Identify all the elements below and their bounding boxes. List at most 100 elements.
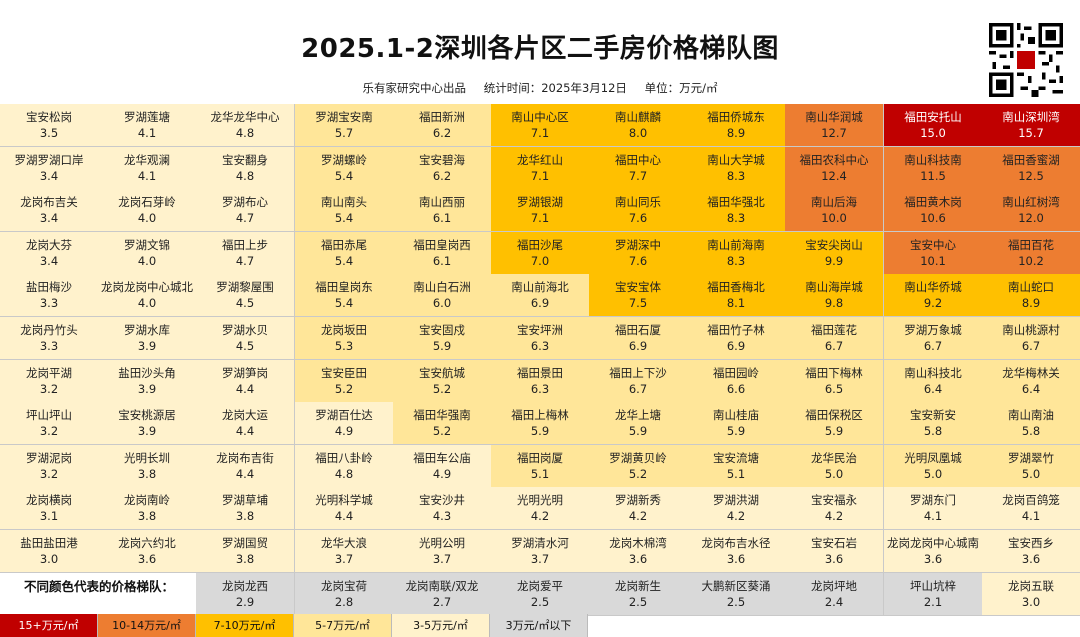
district-cell: 福田莲花 6.7 [785,317,884,360]
district-price: 4.4 [235,467,255,481]
district-cell: 宝安尖岗山 9.9 [785,232,884,275]
district-cell: 福田新洲 6.2 [393,104,492,147]
district-price: 6.2 [432,169,452,183]
district-price: 11.5 [920,169,946,183]
district-price: 5.4 [334,254,354,268]
district-name: 龙岗布吉水径 [701,536,771,550]
district-cell: 罗湖清水河 3.7 [491,530,590,573]
district-price: 4.8 [334,467,354,481]
district-price: 4.2 [628,509,648,523]
district-name: 龙岗石芽岭 [118,195,176,209]
district-price: 5.2 [432,424,452,438]
district-price: 5.8 [923,424,943,438]
district-cell: 罗湖万象城 6.7 [884,317,983,360]
district-cell: 龙岗龙岗中心城南 3.6 [884,530,983,573]
district-price: 2.5 [628,595,648,609]
district-name: 南山华润城 [805,110,863,124]
district-cell: 坪山坪山 3.2 [0,402,99,445]
district-price: 7.6 [628,254,648,268]
district-price: 5.9 [530,424,550,438]
district-name: 宝安臣田 [321,366,367,380]
district-name: 福田沙尾 [517,238,563,252]
district-name: 南山麒麟 [615,110,661,124]
district-name: 龙岗布吉街 [216,451,274,465]
district-price: 8.3 [726,211,746,225]
district-price: 5.0 [923,467,943,481]
district-price: 5.9 [726,424,746,438]
district-name: 宝安石岩 [811,536,857,550]
district-cell: 罗湖草埔 3.8 [196,487,295,530]
district-name: 罗湖洪湖 [713,493,759,507]
district-price: 5.9 [824,424,844,438]
district-price: 8.9 [1021,296,1041,310]
district-price: 2.5 [530,595,550,609]
district-name: 宝安坪洲 [517,323,563,337]
district-price: 4.2 [726,509,746,523]
legend-item: 3-5万元/㎡ [392,614,490,637]
district-price: 4.3 [432,509,452,523]
district-cell: 龙岗布吉关 3.4 [0,189,99,232]
district-price: 8.3 [726,254,746,268]
district-name: 南山红树湾 [1002,195,1060,209]
district-price: 3.8 [137,467,157,481]
district-name: 福田香梅北 [707,280,765,294]
district-cell: 南山前海北 6.9 [491,274,590,317]
district-price: 3.0 [1021,595,1041,609]
district-cell: 宝安桃源居 3.9 [98,402,197,445]
district-price: 5.0 [824,467,844,481]
district-name: 罗湖深中 [615,238,661,252]
district-name: 福田保税区 [805,408,863,422]
district-cell: 宝安新安 5.8 [884,402,983,445]
district-price: 5.2 [628,467,648,481]
district-price: 4.4 [334,509,354,523]
district-name: 龙岗五联 [1008,579,1054,593]
district-cell: 龙岗南岭 3.8 [98,487,197,530]
district-cell: 罗湖水库 3.9 [98,317,197,360]
district-name: 南山科技北 [904,366,962,380]
district-price: 5.8 [1021,424,1041,438]
district-price: 5.4 [334,211,354,225]
district-price: 4.1 [137,126,157,140]
district-price: 4.8 [235,169,255,183]
district-price: 4.2 [824,509,844,523]
district-price: 3.4 [39,211,59,225]
district-cell: 罗湖黄贝岭 5.2 [589,445,688,488]
district-price: 7.5 [628,296,648,310]
district-cell: 龙岗龙岗中心城北 4.0 [98,274,197,317]
district-price: 5.0 [1021,467,1041,481]
district-price: 4.8 [235,126,255,140]
district-cell: 龙岗坂田 5.3 [295,317,394,360]
district-cell: 龙华民治 5.0 [785,445,884,488]
district-name: 福田农科中心 [799,153,869,167]
district-cell: 宝安流塘 5.1 [687,445,786,488]
district-cell: 福田皇岗西 6.1 [393,232,492,275]
district-cell: 福田华强北 8.3 [687,189,786,232]
district-cell: 福田中心 7.7 [589,147,688,190]
district-price: 15.0 [920,126,946,140]
district-price: 3.8 [137,509,157,523]
district-price: 3.6 [923,552,943,566]
district-price: 5.1 [530,467,550,481]
district-cell: 南山后海 10.0 [785,189,884,232]
district-price: 3.7 [530,552,550,566]
district-price: 7.1 [530,126,550,140]
district-price: 3.2 [39,424,59,438]
district-cell: 罗湖泥岗 3.2 [0,445,99,488]
district-name: 盐田梅沙 [26,280,72,294]
district-cell: 福田沙尾 7.0 [491,232,590,275]
district-price: 8.0 [628,126,648,140]
district-cell: 罗湖银湖 7.1 [491,189,590,232]
district-name: 福田黄木岗 [904,195,962,209]
district-cell: 福田华强南 5.2 [393,402,492,445]
district-name: 光明凤凰城 [904,451,962,465]
district-name: 龙岗新生 [615,579,661,593]
district-price: 8.1 [726,296,746,310]
district-name: 盐田沙头角 [118,366,176,380]
district-cell: 龙岗南联/双龙 2.7 [393,573,492,616]
district-price: 7.7 [628,169,648,183]
district-price: 6.7 [628,382,648,396]
district-cell: 福田保税区 5.9 [785,402,884,445]
page-title: 2025.1-2深圳各片区二手房价格梯队图 [301,34,779,64]
district-cell: 南山科技北 6.4 [884,360,983,403]
district-cell: 罗湖水贝 4.5 [196,317,295,360]
